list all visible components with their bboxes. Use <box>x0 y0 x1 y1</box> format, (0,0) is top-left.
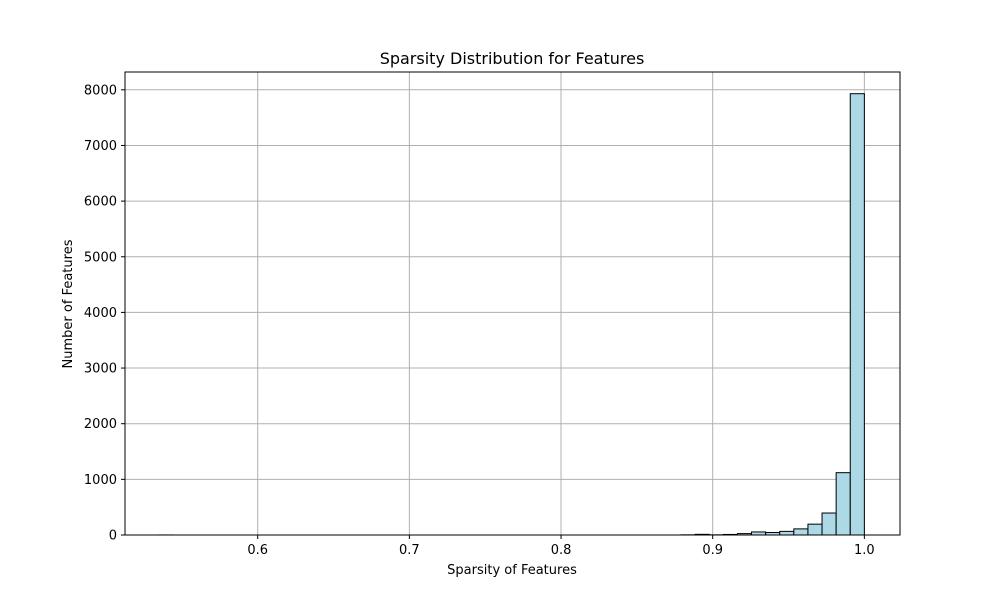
x-tick-label: 1.0 <box>854 543 875 558</box>
x-tick-label: 0.9 <box>702 543 723 558</box>
x-axis-ticks: 0.6 0.7 0.8 0.9 1.0 <box>247 535 875 558</box>
y-tick-label: 5000 <box>84 250 117 265</box>
histogram-bars <box>158 93 865 536</box>
y-tick-label: 4000 <box>84 306 117 321</box>
histogram-bar <box>849 93 865 536</box>
x-tick-label: 0.7 <box>399 543 420 558</box>
y-tick-label: 8000 <box>84 83 117 98</box>
y-axis-title: Number of Features <box>61 239 76 368</box>
histogram-bar <box>793 528 809 536</box>
grid-lines <box>125 72 900 536</box>
histogram-bar <box>835 472 851 536</box>
plot-frame <box>124 71 901 536</box>
histogram-bar <box>821 512 837 536</box>
y-tick-label: 7000 <box>84 139 117 154</box>
histogram-bar <box>779 530 795 536</box>
y-tick-label: 2000 <box>84 417 117 432</box>
y-tick-label: 6000 <box>84 195 117 210</box>
y-tick-label: 3000 <box>84 362 117 377</box>
y-tick-label: 0 <box>109 529 117 544</box>
histogram-bar <box>807 523 823 536</box>
x-tick-label: 0.8 <box>551 543 572 558</box>
y-tick-label: 1000 <box>84 473 117 488</box>
x-tick-label: 0.6 <box>247 543 268 558</box>
chart-title: Sparsity Distribution for Features <box>380 49 645 68</box>
y-axis-ticks: 0 1000 2000 3000 4000 5000 6000 7000 8000 <box>84 83 125 544</box>
x-axis-title: Sparsity of Features <box>447 563 577 578</box>
